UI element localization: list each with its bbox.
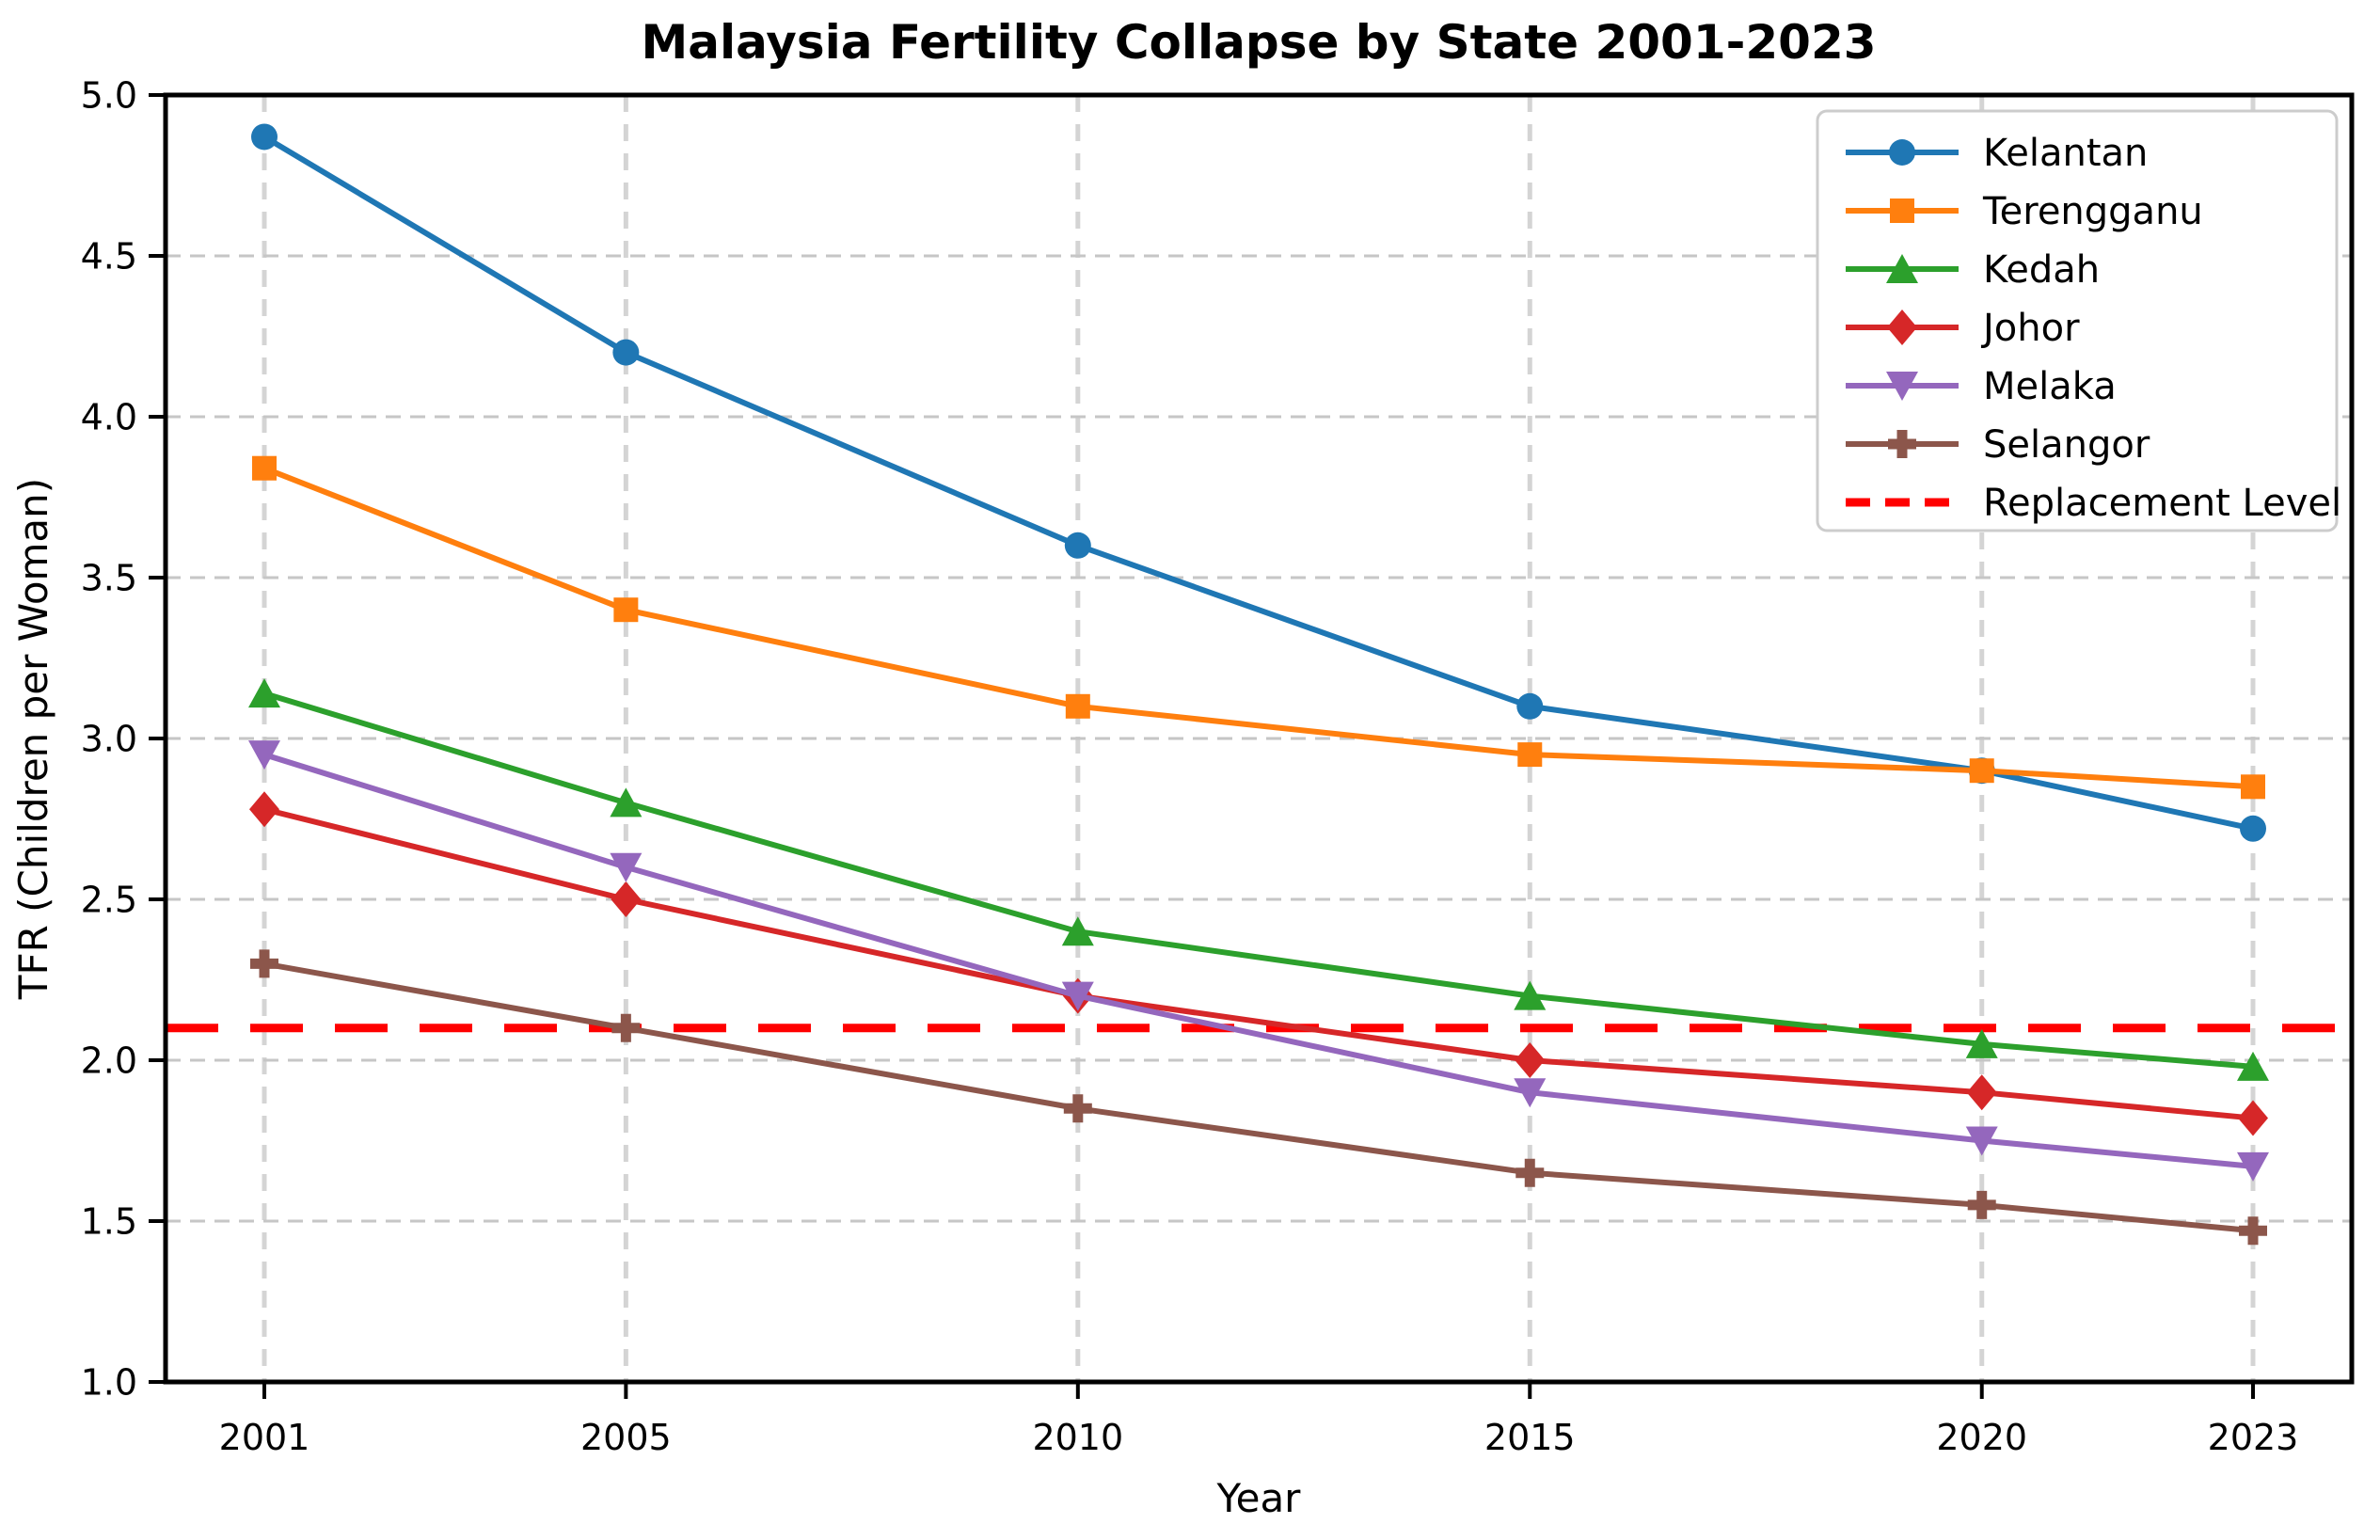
marker-terengganu-2010 [1065, 693, 1090, 719]
series-line-johor [262, 806, 2256, 1121]
legend-label-melaka: Melaka [1983, 365, 2117, 408]
y-tick-label-1.0: 1.0 [81, 1361, 137, 1403]
marker-johor-2020 [1966, 1074, 1997, 1111]
marker-melaka-2001 [248, 740, 280, 770]
marker-kelantan-2023 [2240, 815, 2266, 842]
legend-item-terengganu: Terengganu [1846, 190, 2203, 233]
y-tick-label-1.5: 1.5 [81, 1200, 137, 1242]
y-tick-label-2.0: 2.0 [81, 1040, 137, 1081]
legend-item-kelantan: Kelantan [1846, 132, 2148, 175]
x-tick-label-2015: 2015 [1484, 1417, 1576, 1458]
legend-label-selangor: Selangor [1983, 423, 2150, 467]
marker-terengganu-2015 [1517, 742, 1543, 768]
marker-kedah-2010 [1061, 916, 1094, 946]
x-tick-label-2020: 2020 [1936, 1417, 2027, 1458]
series-kelantan [251, 123, 2266, 842]
series-terengganu [252, 455, 2265, 800]
series-line-kedah [262, 691, 2256, 1070]
marker-terengganu-2005 [613, 597, 639, 623]
series-selangor [250, 949, 2267, 1246]
legend-marker-selangor [1888, 430, 1916, 458]
legend-label-kelantan: Kelantan [1983, 132, 2148, 175]
series-kedah [248, 678, 2269, 1081]
marker-selangor-2015 [1515, 1158, 1545, 1187]
marker-melaka-2015 [1514, 1078, 1547, 1108]
legend: Kelantan Terengganu Kedah Johor Melaka Selang… [1816, 109, 2341, 532]
legend-box [1816, 109, 2339, 532]
y-tick-label-3.5: 3.5 [81, 557, 137, 598]
marker-melaka-2023 [2237, 1151, 2269, 1182]
x-tick-label-2005: 2005 [580, 1417, 672, 1458]
marker-kedah-2020 [1965, 1028, 1998, 1058]
marker-selangor-2005 [611, 1013, 641, 1042]
marker-terengganu-2001 [252, 455, 277, 481]
marker-kedah-2001 [248, 678, 280, 708]
marker-kedah-2005 [610, 787, 643, 818]
series-johor [249, 791, 2268, 1136]
marker-melaka-2010 [1061, 981, 1094, 1011]
marker-kedah-2023 [2237, 1051, 2269, 1081]
series-line-kelantan [262, 134, 2256, 832]
marker-terengganu-2020 [1969, 758, 1994, 784]
legend-label-johor: Johor [1980, 307, 2080, 350]
y-tick-label-4.5: 4.5 [81, 235, 137, 277]
marker-kedah-2015 [1514, 980, 1547, 1010]
legend-marker-melaka [1886, 372, 1918, 401]
legend-item-melaka: Melaka [1846, 365, 2117, 408]
x-tick-label-2001: 2001 [219, 1417, 310, 1458]
marker-johor-2001 [249, 791, 279, 828]
x-tick-label-2010: 2010 [1032, 1417, 1123, 1458]
x-tick-label-2023: 2023 [2208, 1417, 2299, 1458]
marker-selangor-2020 [1967, 1190, 1996, 1219]
series-line-selangor [262, 961, 2256, 1234]
marker-selangor-2023 [2239, 1216, 2267, 1246]
marker-kelantan-2005 [612, 339, 640, 366]
y-axis-label: TFR (Children per Woman) [10, 478, 56, 1000]
marker-johor-2023 [2238, 1100, 2268, 1136]
legend-item-johor: Johor [1846, 307, 2080, 350]
legend-item-kedah: Kedah [1846, 248, 2100, 292]
chart-title: Malaysia Fertility Collapse by State 200… [641, 15, 1876, 70]
legend-label-kedah: Kedah [1983, 248, 2100, 292]
marker-johor-2005 [611, 881, 642, 917]
series-melaka [248, 740, 2269, 1182]
axis-ticks: 5.0 4.5 4.0 3.5 3.0 2.5 2.0 1.5 1.0 2001 2005 2010 2… [81, 74, 2299, 1458]
y-tick-label-4.0: 4.0 [81, 396, 137, 437]
marker-johor-2015 [1515, 1042, 1546, 1078]
y-tick-label-3.0: 3.0 [81, 718, 137, 759]
marker-kelantan-2015 [1516, 692, 1544, 720]
marker-selangor-2010 [1063, 1094, 1092, 1123]
marker-kelantan-2010 [1064, 532, 1091, 559]
legend-marker-terengganu [1890, 198, 1914, 223]
series-line-terengganu [262, 465, 2256, 790]
legend-label-replacement-level: Replacement Level [1983, 482, 2341, 525]
legend-marker-kelantan [1889, 139, 1915, 166]
marker-melaka-2005 [610, 852, 643, 882]
marker-selangor-2001 [250, 949, 278, 978]
legend-marker-kedah [1886, 254, 1918, 283]
marker-melaka-2020 [1965, 1126, 1998, 1156]
legend-label-terengganu: Terengganu [1982, 190, 2203, 233]
marker-kelantan-2001 [251, 123, 278, 151]
legend-item-replacement-level: Replacement Level [1846, 482, 2341, 525]
legend-item-selangor: Selangor [1846, 423, 2150, 467]
y-tick-label-2.5: 2.5 [81, 879, 137, 920]
y-tick-label-5.0: 5.0 [81, 74, 137, 116]
series-line-melaka [262, 752, 2256, 1169]
x-axis-label: Year [1216, 1475, 1302, 1521]
legend-marker-johor [1887, 310, 1917, 345]
marker-terengganu-2023 [2241, 774, 2265, 800]
